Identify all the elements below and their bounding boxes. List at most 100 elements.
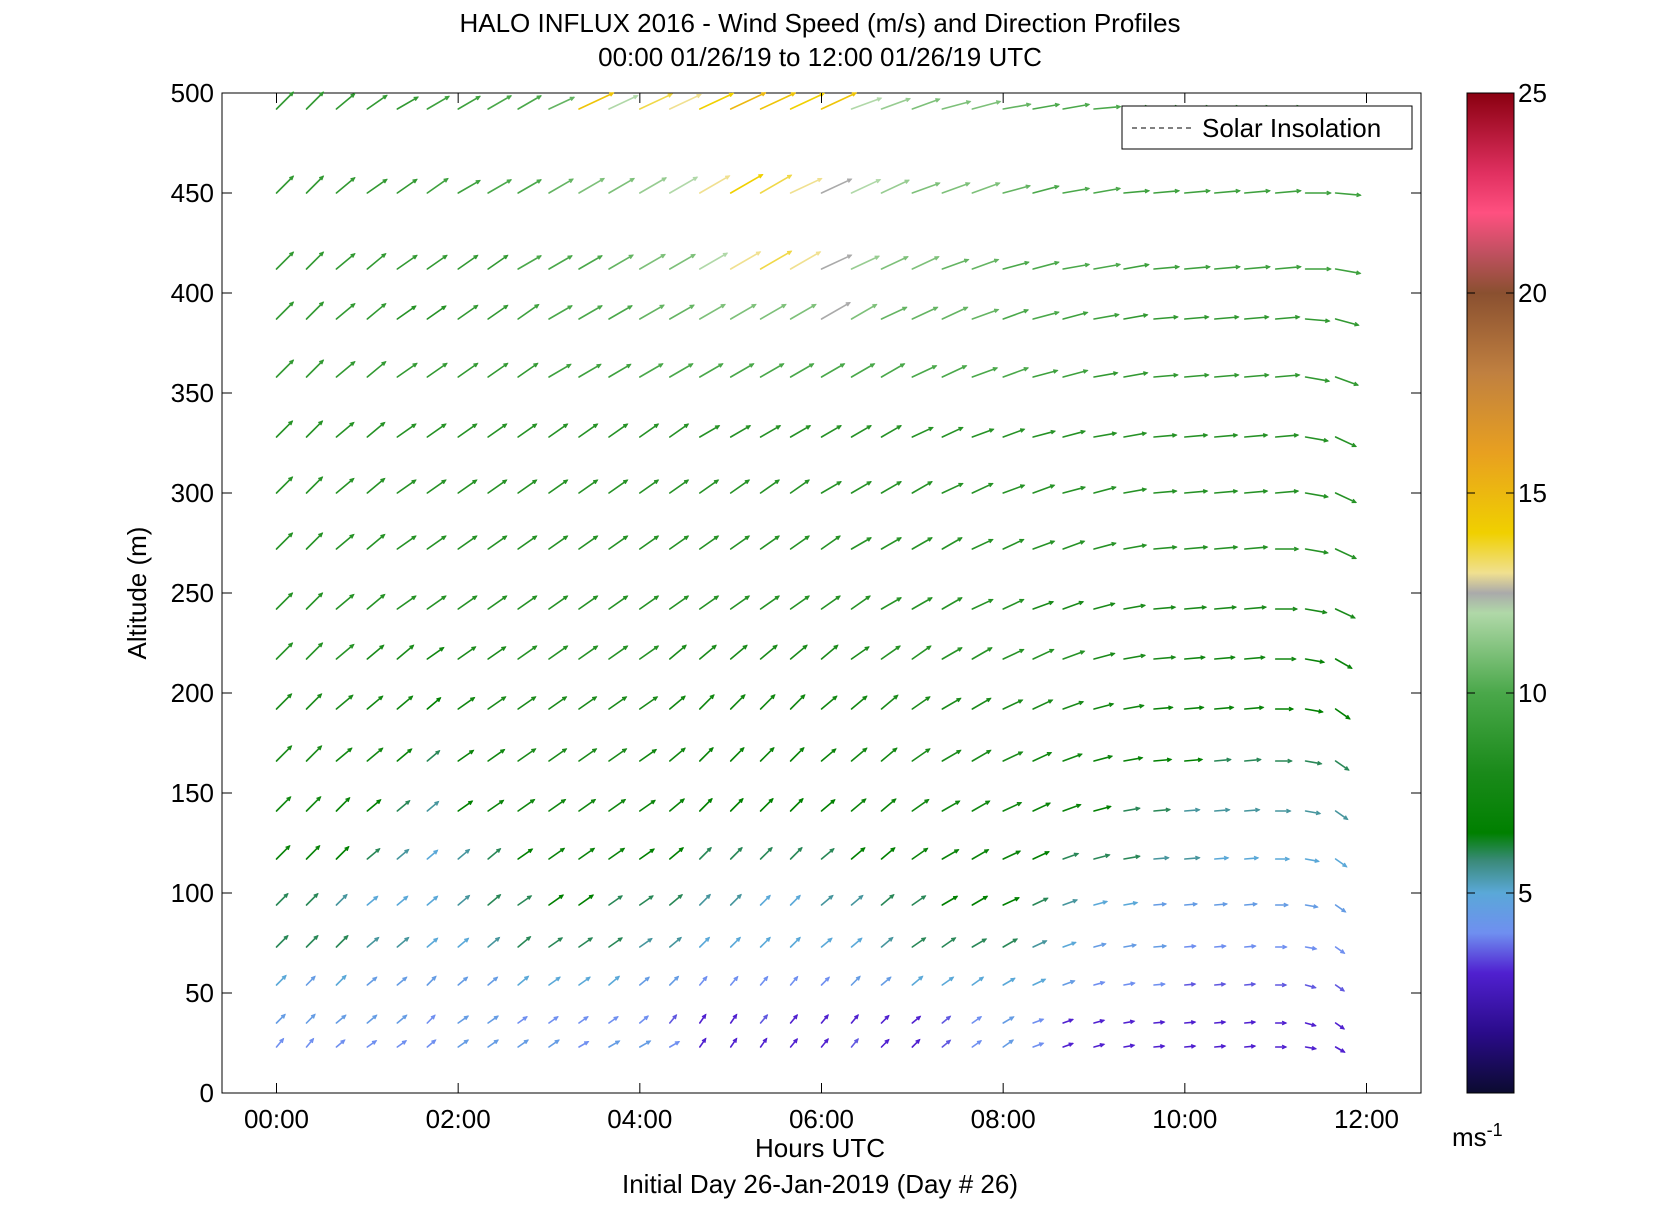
wind-arrow-head <box>287 745 293 751</box>
wind-arrow <box>457 535 478 550</box>
wind-arrow-head <box>680 695 686 701</box>
wind-arrow <box>911 182 941 194</box>
wind-arrow-head <box>690 253 697 259</box>
wind-arrow <box>1093 263 1121 270</box>
wind-arrow-head <box>1340 949 1346 954</box>
wind-arrow <box>638 177 667 194</box>
wind-arrow-head <box>683 423 690 429</box>
wind-arrow-head <box>441 305 447 311</box>
wind-arrow <box>608 177 635 194</box>
wind-arrow-head <box>830 799 836 805</box>
wind-arrow-head <box>341 1014 347 1020</box>
wind-arrow <box>911 696 931 710</box>
wind-arrow <box>548 363 572 378</box>
wind-arrow-head <box>976 1040 983 1045</box>
wind-arrow-head <box>677 893 684 899</box>
wind-arrow <box>366 644 385 660</box>
wind-arrow <box>1334 548 1357 560</box>
wind-arrow <box>789 644 808 660</box>
wind-arrow-head <box>443 177 449 183</box>
wind-arrow-head <box>1045 802 1052 807</box>
wind-arrow-head <box>711 644 717 650</box>
wind-arrow-head <box>1202 489 1209 494</box>
wind-arrow-head <box>1014 897 1020 902</box>
wind-arrow-head <box>1023 309 1030 314</box>
wind-arrow-head <box>772 644 778 650</box>
wind-arrow-head <box>1202 433 1209 438</box>
wind-arrow-head <box>1226 757 1232 763</box>
wind-arrow <box>759 92 796 110</box>
wind-arrow <box>850 255 880 270</box>
wind-arrow <box>1304 436 1329 442</box>
wind-arrow-head <box>683 535 690 541</box>
wind-arrow-head <box>1262 489 1269 494</box>
wind-arrow <box>426 646 445 660</box>
wind-arrow-head <box>779 363 785 368</box>
wind-arrow <box>941 800 961 812</box>
wind-arrow <box>1214 1045 1226 1048</box>
wind-arrow <box>426 595 447 610</box>
wind-arrow <box>608 1040 620 1048</box>
wind-arrow-head <box>617 895 624 900</box>
wind-arrow <box>275 1038 285 1048</box>
wind-arrow <box>1184 856 1200 860</box>
wind-arrow-head <box>1351 442 1358 448</box>
wind-arrow-head <box>1343 815 1349 821</box>
wind-arrow-head <box>1281 1020 1288 1026</box>
wind-arrow-head <box>1354 321 1360 327</box>
wind-arrow <box>1153 1021 1165 1024</box>
wind-arrow <box>638 895 654 906</box>
wind-arrow <box>608 696 627 710</box>
wind-arrow-head <box>1102 900 1109 905</box>
wind-arrow <box>668 798 685 812</box>
wind-arrow <box>1002 938 1018 948</box>
wind-arrow <box>517 895 532 906</box>
wind-arrow <box>911 975 924 986</box>
wind-arrow-head <box>1072 899 1079 904</box>
wind-arrow-head <box>592 479 599 485</box>
wind-arrow-head <box>1190 1020 1197 1025</box>
wind-arrow-head <box>374 936 380 942</box>
wind-arrow-head <box>857 937 863 943</box>
wind-arrow <box>305 420 323 438</box>
wind-arrow <box>578 847 595 860</box>
wind-arrow <box>911 937 926 948</box>
wind-arrow-head <box>755 251 762 256</box>
wind-arrow-head <box>884 1014 890 1020</box>
wind-arrow <box>880 694 899 710</box>
wind-arrow-head <box>536 179 542 184</box>
wind-arrow <box>608 254 634 270</box>
wind-arrow <box>1334 608 1356 619</box>
wind-arrow <box>698 894 711 906</box>
wind-arrow-head <box>1311 945 1318 951</box>
wind-arrow-head <box>1018 699 1024 704</box>
wind-arrow-head <box>923 847 929 853</box>
wind-arrow-head <box>790 92 797 97</box>
wind-arrow-head <box>1250 1020 1257 1025</box>
wind-arrow <box>1214 606 1237 610</box>
wind-arrow-head <box>658 363 664 368</box>
wind-arrow-head <box>835 535 841 541</box>
wind-arrow <box>1062 899 1078 906</box>
wind-arrow <box>517 595 538 610</box>
wind-arrow <box>1093 1043 1105 1048</box>
wind-arrow-head <box>833 644 839 650</box>
wind-arrow-head <box>1261 605 1268 610</box>
wind-arrow-head <box>961 365 968 370</box>
wind-arrow <box>1093 486 1117 494</box>
wind-arrow-head <box>1313 904 1319 909</box>
wind-arrow <box>305 893 319 906</box>
wind-arrow-head <box>713 535 720 541</box>
wind-arrow <box>1093 943 1107 948</box>
wind-arrow <box>1153 808 1171 812</box>
wind-arrow-head <box>442 362 448 368</box>
wind-arrow <box>789 479 810 494</box>
wind-arrow-head <box>903 256 909 261</box>
wind-arrow-head <box>769 746 775 753</box>
wind-arrow <box>487 423 508 438</box>
wind-arrow <box>729 92 766 110</box>
wind-arrow-head <box>472 595 478 601</box>
wind-arrow-head <box>1340 1048 1346 1053</box>
wind-arrow <box>668 176 698 194</box>
wind-arrow-head <box>1010 977 1016 983</box>
